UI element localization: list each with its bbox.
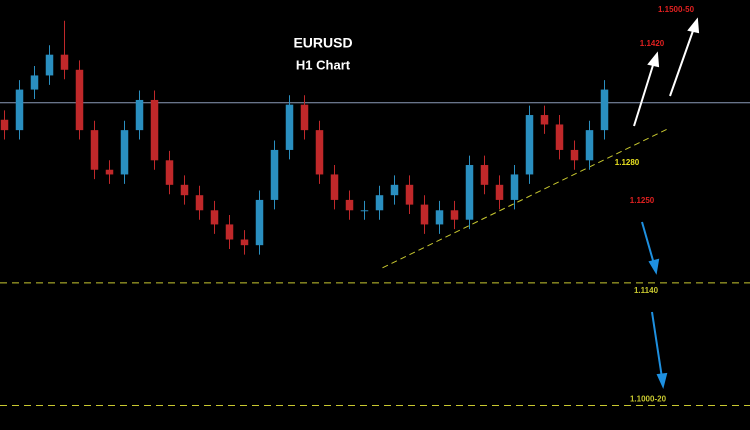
down-arrows (641, 221, 668, 390)
candle-body (180, 184, 189, 196)
candle-body (345, 199, 354, 211)
arrow (633, 61, 655, 127)
annotation: 1.1250 (630, 196, 655, 205)
candle-body (480, 165, 489, 185)
annotation: 1.1500-50 (658, 5, 695, 14)
candle-body (360, 210, 369, 212)
candle-body (90, 130, 99, 170)
candle-body (300, 104, 309, 131)
candle-body (390, 184, 399, 196)
arrow (669, 27, 695, 97)
candle-body (60, 54, 69, 70)
candle-body (555, 124, 564, 150)
candle-body (315, 130, 324, 175)
candle-body (465, 165, 474, 220)
arrow (641, 221, 655, 265)
candle-body (240, 239, 249, 246)
candle-body (195, 195, 204, 211)
candle-body (120, 130, 129, 175)
candle-body (75, 69, 84, 131)
candle-body (285, 104, 294, 150)
up-arrows (633, 17, 700, 127)
candle-body (405, 184, 414, 205)
arrow-head (656, 372, 668, 390)
candle-body (45, 54, 54, 76)
candle-body (435, 210, 444, 225)
arrow-head (648, 258, 660, 275)
candle-body (15, 89, 24, 131)
candle-body (165, 160, 174, 185)
candle-body (255, 199, 264, 246)
arrow-head (687, 17, 700, 34)
annotation: 1.1420 (640, 39, 665, 48)
candle-body (495, 184, 504, 200)
candle-body (225, 224, 234, 240)
candle-body (0, 119, 9, 131)
candle-body (450, 210, 459, 220)
arrow-head (647, 51, 660, 68)
chart-title: EURUSD (293, 35, 352, 51)
candle-body (135, 99, 144, 131)
candle-body (330, 174, 339, 200)
candle-body (420, 204, 429, 225)
candle-body (30, 75, 39, 90)
candle-body (600, 89, 609, 131)
candle-body (525, 115, 534, 175)
level-label: 1.1140 (634, 286, 659, 295)
candle-body (150, 99, 159, 161)
candle-body (210, 210, 219, 225)
level-label: 1.1000-20 (630, 395, 667, 404)
candle-body (105, 169, 114, 175)
candle-body (510, 174, 519, 200)
plot (0, 20, 750, 406)
chart-subtitle: H1 Chart (296, 57, 351, 72)
candle-body (375, 195, 384, 211)
trendline (382, 127, 670, 269)
annotation: 1.1280 (615, 158, 640, 167)
candle-body (570, 149, 579, 161)
candle-body (540, 115, 549, 125)
candle-body (270, 149, 279, 200)
candle-body (585, 130, 594, 161)
arrow (651, 311, 663, 379)
